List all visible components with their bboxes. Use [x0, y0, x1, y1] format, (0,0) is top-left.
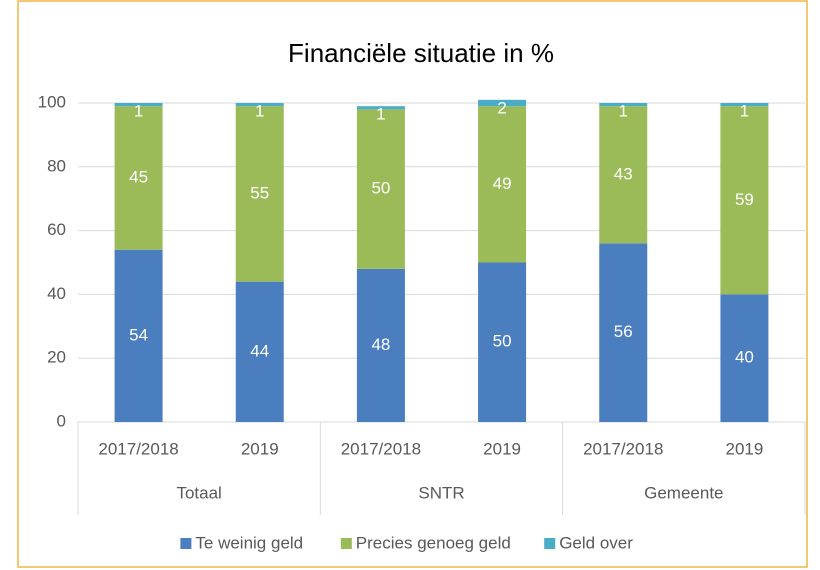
data-label: 1 — [376, 105, 385, 124]
data-label: 50 — [493, 332, 512, 351]
y-tick-label: 0 — [57, 411, 66, 430]
x-tick-label: 2017/2018 — [98, 439, 178, 458]
data-label: 54 — [129, 325, 148, 344]
y-tick-label: 100 — [38, 92, 66, 111]
data-label: 45 — [129, 167, 148, 186]
bar-segment — [235, 281, 284, 422]
y-tick-label: 20 — [47, 348, 66, 367]
bar-segment — [599, 106, 648, 244]
y-tick-label: 60 — [47, 220, 66, 239]
x-tick-label: 2017/2018 — [583, 439, 663, 458]
data-label: 59 — [735, 190, 754, 209]
bar-segment — [478, 262, 527, 422]
bar-segment — [599, 103, 648, 107]
bar-segment — [235, 106, 284, 282]
data-label: 55 — [250, 183, 269, 202]
legend-label: Te weinig geld — [195, 533, 303, 552]
x-tick-label: 2017/2018 — [341, 439, 421, 458]
bar-segment — [356, 109, 405, 269]
bar-segment — [114, 103, 163, 107]
data-label: 1 — [740, 101, 749, 120]
group-label: Totaal — [176, 483, 221, 502]
bar-segment — [114, 249, 163, 422]
legend-label: Geld over — [559, 533, 633, 552]
legend-swatch — [544, 538, 556, 549]
data-label: 40 — [735, 348, 754, 367]
data-label: 1 — [619, 101, 628, 120]
group-label: Gemeente — [644, 483, 723, 502]
data-label: 56 — [614, 322, 633, 341]
legend-label: Precies genoeg geld — [356, 533, 511, 552]
data-label: 48 — [371, 335, 390, 354]
data-label: 43 — [614, 164, 633, 183]
x-tick-label: 2019 — [726, 439, 764, 458]
bar-segment — [599, 243, 648, 422]
bar-segment — [235, 103, 284, 107]
bar-segment — [356, 106, 405, 110]
data-label: 49 — [493, 174, 512, 193]
data-label: 2 — [497, 98, 506, 117]
chart-title: Financiële situatie in % — [288, 38, 554, 68]
group-label: SNTR — [418, 483, 464, 502]
data-label: 44 — [250, 341, 269, 360]
bar-segment — [478, 99, 527, 107]
legend-swatch — [180, 538, 192, 549]
y-tick-label: 80 — [47, 156, 66, 175]
bar-segment — [720, 103, 769, 107]
bar-segment — [720, 106, 769, 295]
bar-segment — [478, 106, 527, 263]
bar-segment — [114, 106, 163, 250]
bar-segment — [356, 268, 405, 422]
y-tick-label: 40 — [47, 284, 66, 303]
legend-swatch — [340, 538, 352, 549]
data-label: 1 — [134, 101, 143, 120]
bar-segment — [720, 294, 769, 422]
frame — [17, 0, 808, 568]
data-label: 50 — [371, 179, 390, 198]
data-label: 1 — [255, 101, 264, 120]
x-tick-label: 2019 — [241, 439, 279, 458]
x-tick-label: 2019 — [483, 439, 521, 458]
